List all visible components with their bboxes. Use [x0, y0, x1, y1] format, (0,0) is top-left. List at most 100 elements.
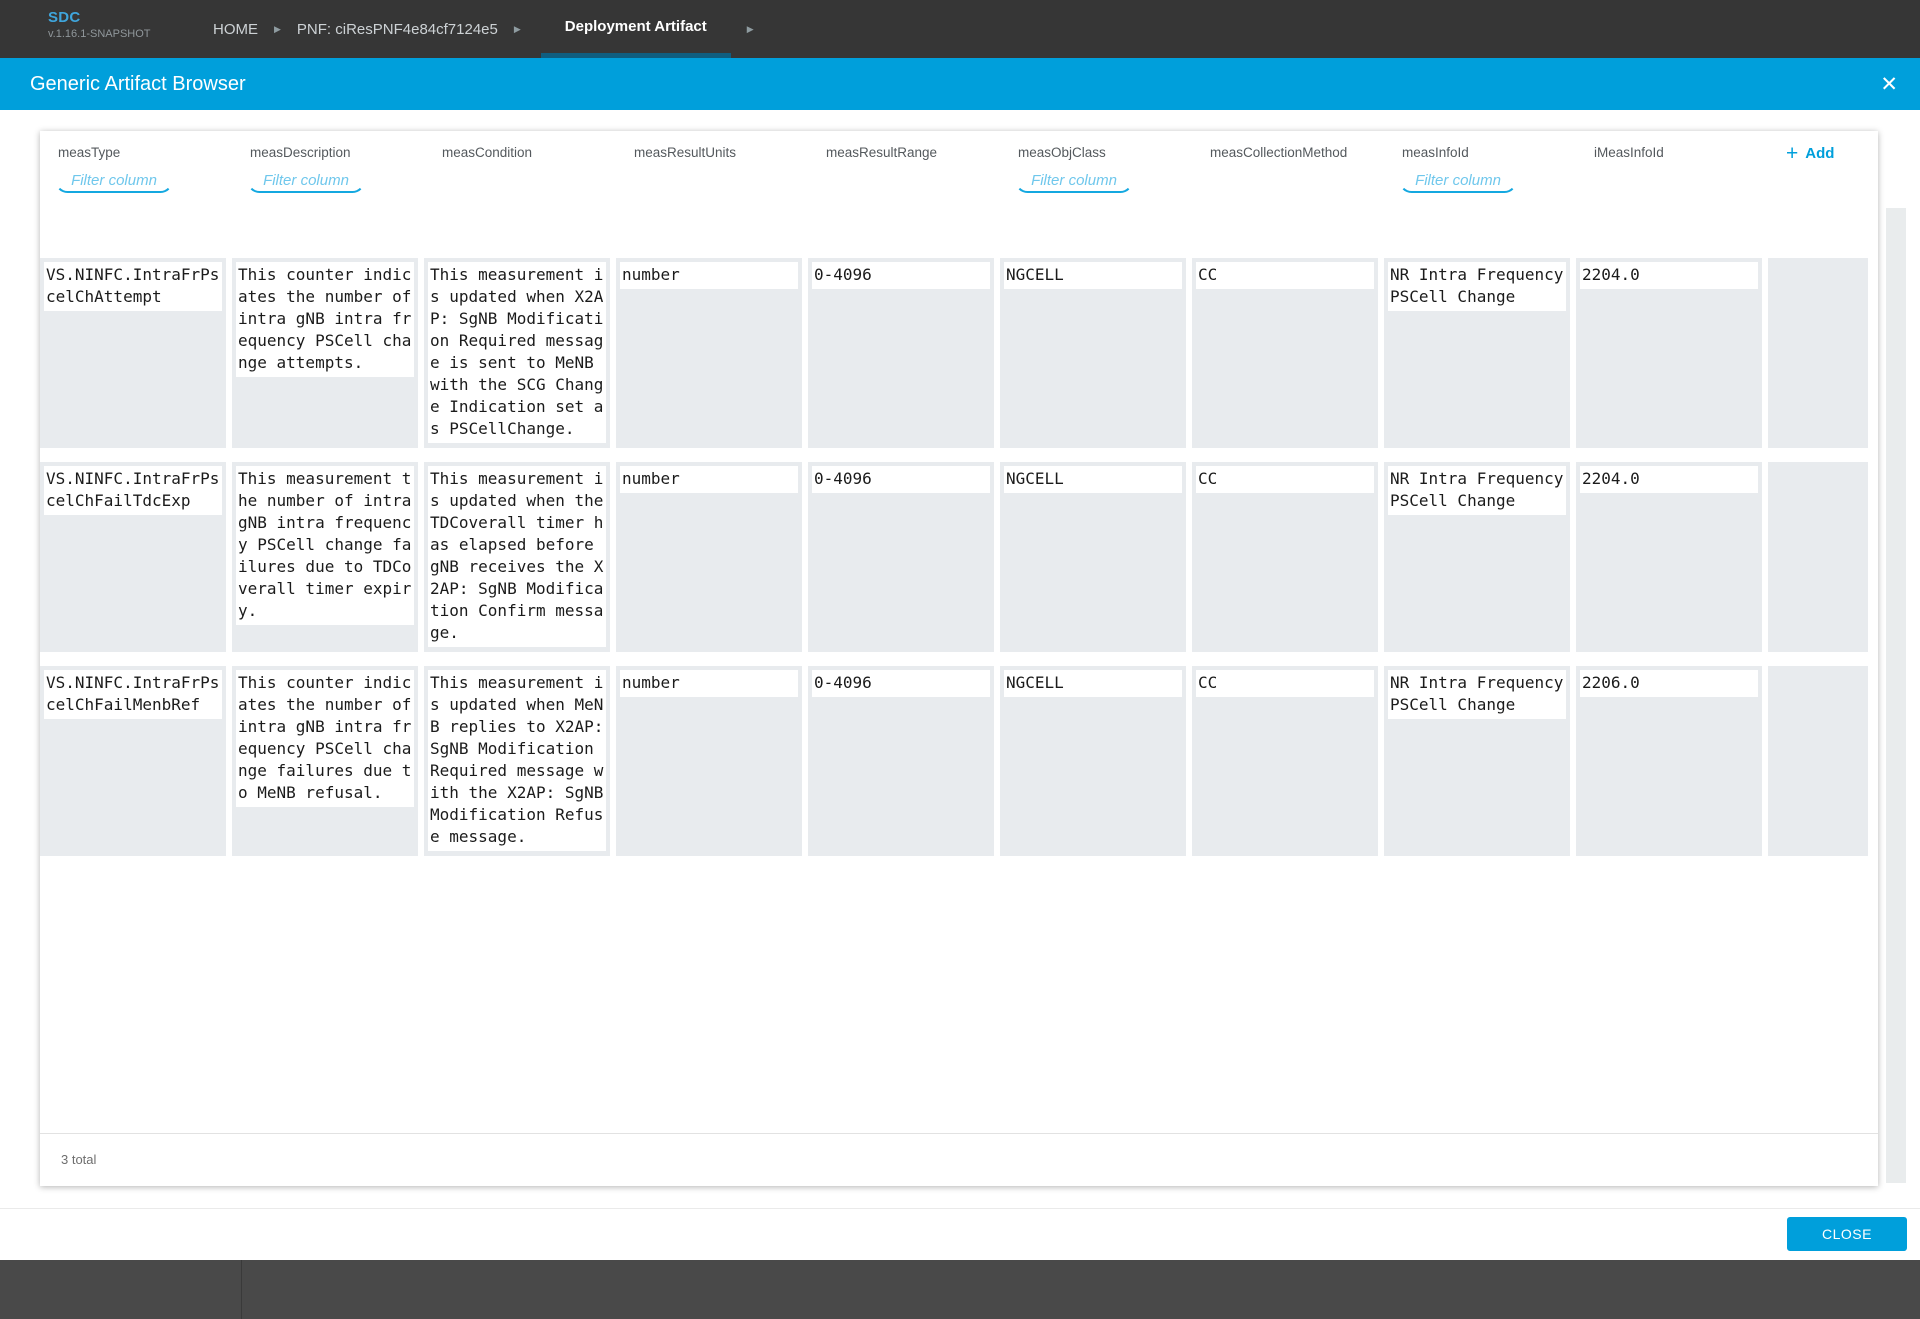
cell-measResultUnits: number [616, 666, 802, 856]
cell-measInfoId: NR Intra Frequency PSCell Change [1384, 258, 1570, 448]
modal-title: Generic Artifact Browser [30, 72, 246, 95]
cell-measType: VS.NINFC.IntraFrPscelChFailTdcExp [40, 462, 226, 652]
breadcrumb-arrow-icon: ▶ [513, 23, 521, 34]
cell-measObjClass: NGCELL [1000, 666, 1186, 856]
breadcrumb-pnf[interactable]: PNF: ciResPNF4e84cf7124e5 [296, 20, 498, 38]
app-header: SDC v.1.16.1-SNAPSHOT HOME ▶ PNF: ciResP… [0, 0, 1920, 58]
measObjClass-value-input[interactable]: NGCELL [1004, 466, 1182, 493]
measResultUnits-value-input[interactable]: number [620, 466, 798, 493]
cell-measCollectionMethod: CC [1192, 258, 1378, 448]
cell-measResultRange: 0-4096 [808, 258, 994, 448]
measInfoId-value-input[interactable]: NR Intra Frequency PSCell Change [1388, 262, 1566, 311]
add-button[interactable]: + Add [1786, 142, 1835, 167]
measCondition-value-input[interactable]: This measurement is updated when X2AP: S… [428, 262, 606, 443]
table-row: VS.NINFC.IntraFrPscelChAttempt This coun… [40, 258, 1878, 448]
table-row: VS.NINFC.IntraFrPscelChFailTdcExp This m… [40, 462, 1878, 652]
footer-divider [241, 1260, 242, 1319]
cell-iMeasInfoId: 2204.0 [1576, 462, 1762, 652]
column-header-measResultUnits: measResultUnits [616, 145, 808, 211]
filter-input-measInfoId[interactable] [1399, 168, 1517, 193]
column-label: iMeasInfoId [1594, 145, 1664, 160]
measObjClass-value-input[interactable]: NGCELL [1004, 262, 1182, 289]
column-header-iMeasInfoId: iMeasInfoId [1576, 145, 1768, 211]
measType-value-input[interactable]: VS.NINFC.IntraFrPscelChAttempt [44, 262, 222, 311]
scrollbar[interactable] [1886, 208, 1906, 1183]
cell-measCondition: This measurement is updated when X2AP: S… [424, 258, 610, 448]
cell-iMeasInfoId: 2206.0 [1576, 666, 1762, 856]
measDescription-value-input[interactable]: This counter indicates the number of int… [236, 262, 414, 377]
measDescription-value-input[interactable]: This measurement the number of intra gNB… [236, 466, 414, 625]
cell-measInfoId: NR Intra Frequency PSCell Change [1384, 666, 1570, 856]
measCondition-value-input[interactable]: This measurement is updated when the TDC… [428, 466, 606, 647]
cell-measType: VS.NINFC.IntraFrPscelChFailMenbRef [40, 666, 226, 856]
measCollectionMethod-value-input[interactable]: CC [1196, 262, 1374, 289]
cell-actions [1768, 462, 1868, 652]
column-label: measResultRange [826, 145, 938, 160]
page-footer [0, 1260, 1920, 1319]
sdc-version: v.1.16.1-SNAPSHOT [48, 28, 151, 40]
plus-icon: + [1786, 142, 1799, 165]
measType-value-input[interactable]: VS.NINFC.IntraFrPscelChFailTdcExp [44, 466, 222, 515]
close-button[interactable]: CLOSE [1787, 1217, 1907, 1251]
close-icon[interactable]: ✕ [1880, 72, 1898, 96]
tab-deployment-artifact[interactable]: Deployment Artifact [540, 0, 731, 58]
iMeasInfoId-value-input[interactable]: 2206.0 [1580, 670, 1758, 697]
iMeasInfoId-value-input[interactable]: 2204.0 [1580, 262, 1758, 289]
column-label: measDescription [250, 145, 351, 160]
cell-actions [1768, 258, 1868, 448]
breadcrumb-arrow-icon: ▶ [746, 23, 754, 34]
artifact-table-card: measType measDescription measCondition m… [40, 131, 1878, 1186]
table-body: VS.NINFC.IntraFrPscelChAttempt This coun… [40, 211, 1878, 1133]
column-label: measInfoId [1402, 145, 1469, 160]
breadcrumb-arrow-icon: ▶ [274, 23, 281, 34]
measResultUnits-value-input[interactable]: number [620, 262, 798, 289]
iMeasInfoId-value-input[interactable]: 2204.0 [1580, 466, 1758, 493]
total-count: 3 total [61, 1152, 97, 1167]
column-label: measObjClass [1018, 145, 1106, 160]
measInfoId-value-input[interactable]: NR Intra Frequency PSCell Change [1388, 466, 1566, 515]
filter-input-measType[interactable] [55, 168, 173, 193]
cell-iMeasInfoId: 2204.0 [1576, 258, 1762, 448]
measType-value-input[interactable]: VS.NINFC.IntraFrPscelChFailMenbRef [44, 670, 222, 719]
measResultUnits-value-input[interactable]: number [620, 670, 798, 697]
sdc-logo-text: SDC [48, 9, 81, 26]
cell-measObjClass: NGCELL [1000, 462, 1186, 652]
filter-input-measDescription[interactable] [247, 168, 365, 193]
cell-measResultRange: 0-4096 [808, 666, 994, 856]
measObjClass-value-input[interactable]: NGCELL [1004, 670, 1182, 697]
add-button-label: Add [1805, 145, 1835, 162]
column-label: measResultUnits [634, 145, 737, 160]
cell-measInfoId: NR Intra Frequency PSCell Change [1384, 462, 1570, 652]
measResultRange-value-input[interactable]: 0-4096 [812, 670, 990, 697]
column-label: measCondition [442, 145, 533, 160]
cell-measResultUnits: number [616, 462, 802, 652]
cell-measDescription: This measurement the number of intra gNB… [232, 462, 418, 652]
column-header-measCollectionMethod: measCollectionMethod [1192, 145, 1384, 211]
cell-measCondition: This measurement is updated when MeNB re… [424, 666, 610, 856]
column-header-measCondition: measCondition [424, 145, 616, 211]
column-header-measDescription: measDescription [232, 145, 424, 211]
filter-input-measObjClass[interactable] [1015, 168, 1133, 193]
breadcrumb: HOME ▶ PNF: ciResPNF4e84cf7124e5 ▶ Deplo… [213, 0, 770, 58]
measCollectionMethod-value-input[interactable]: CC [1196, 670, 1374, 697]
table-footer: 3 total [40, 1133, 1878, 1186]
breadcrumb-home[interactable]: HOME [213, 20, 258, 38]
cell-measCondition: This measurement is updated when the TDC… [424, 462, 610, 652]
column-label: measType [58, 145, 121, 160]
table-row: VS.NINFC.IntraFrPscelChFailMenbRef This … [40, 666, 1878, 856]
column-header-actions: + Add [1768, 142, 1880, 211]
measCondition-value-input[interactable]: This measurement is updated when MeNB re… [428, 670, 606, 851]
sdc-logo[interactable]: SDC v.1.16.1-SNAPSHOT [48, 9, 151, 40]
measResultRange-value-input[interactable]: 0-4096 [812, 466, 990, 493]
measInfoId-value-input[interactable]: NR Intra Frequency PSCell Change [1388, 670, 1566, 719]
cell-measCollectionMethod: CC [1192, 462, 1378, 652]
modal-titlebar: Generic Artifact Browser ✕ [0, 58, 1920, 110]
measCollectionMethod-value-input[interactable]: CC [1196, 466, 1374, 493]
measResultRange-value-input[interactable]: 0-4096 [812, 262, 990, 289]
column-header-measResultRange: measResultRange [808, 145, 1000, 211]
column-header-measObjClass: measObjClass [1000, 145, 1192, 211]
cell-measObjClass: NGCELL [1000, 258, 1186, 448]
measDescription-value-input[interactable]: This counter indicates the number of int… [236, 670, 414, 807]
modal-footer: CLOSE [0, 1208, 1920, 1260]
